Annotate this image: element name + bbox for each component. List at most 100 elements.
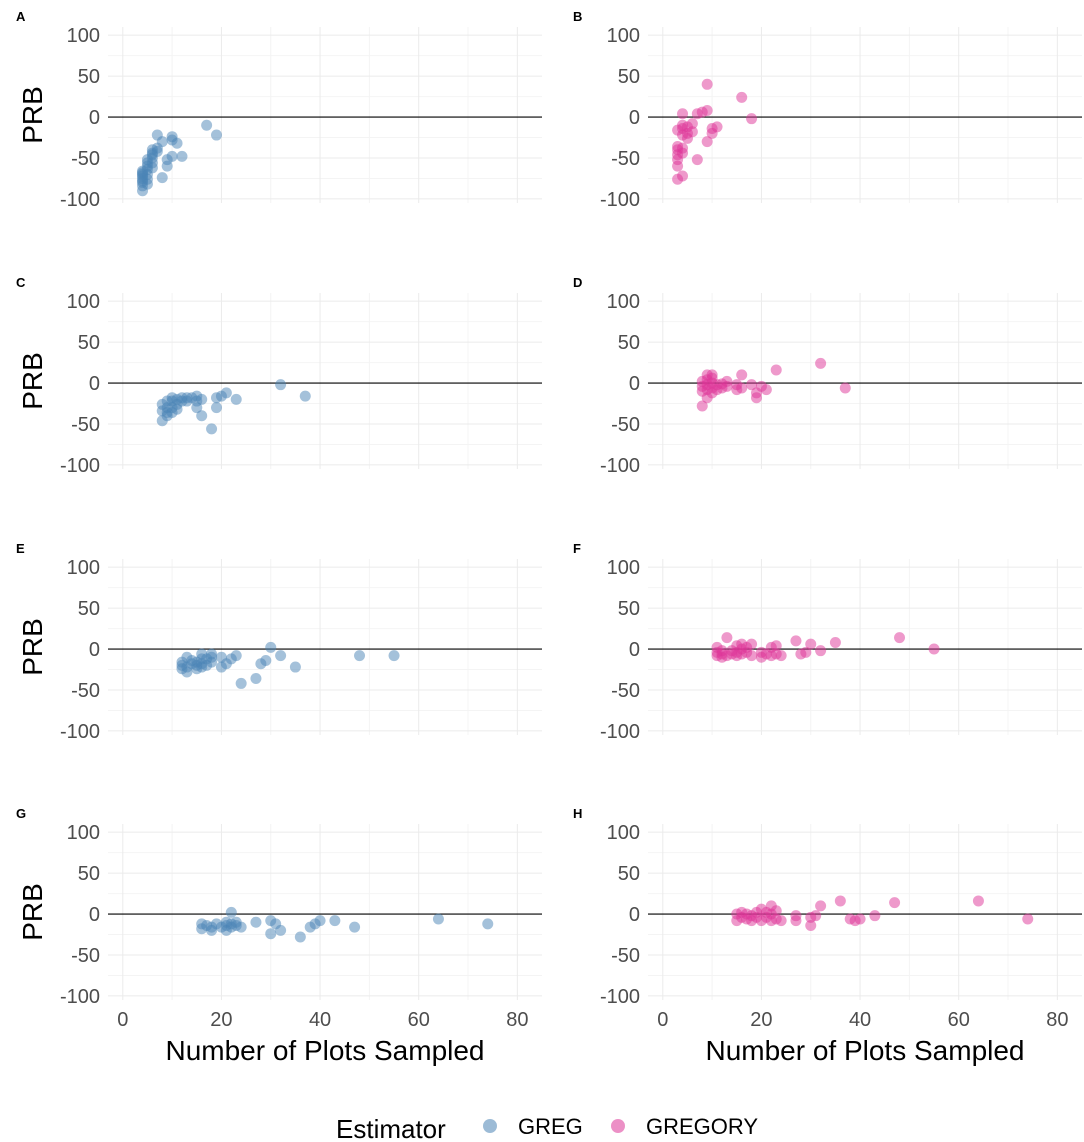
- data-point: [349, 921, 361, 933]
- data-point: [314, 915, 326, 927]
- y-tick-label: -100: [600, 721, 640, 743]
- data-point: [770, 905, 782, 917]
- data-point: [299, 390, 311, 402]
- panel-letter: D: [573, 275, 582, 290]
- data-point: [775, 650, 787, 662]
- x-axis-title: Number of Plots Sampled: [705, 1035, 1024, 1066]
- data-point: [329, 915, 341, 927]
- data-point: [834, 895, 846, 907]
- x-tick-label: 40: [309, 1009, 331, 1031]
- y-tick-label: 0: [629, 107, 640, 129]
- x-tick-label: 80: [506, 1009, 528, 1031]
- panel-H: 100 50 0 -50 -100 0 20 40 60 80 Number of Plots Sa…: [573, 806, 1082, 1066]
- data-point: [677, 170, 689, 182]
- x-tick-label: 60: [948, 1009, 970, 1031]
- panel-letter: C: [16, 275, 26, 290]
- legend-title: Estimator: [336, 1114, 446, 1142]
- data-point: [211, 129, 222, 141]
- data-point: [701, 78, 713, 90]
- data-point: [230, 393, 242, 405]
- data-point: [869, 910, 881, 922]
- data-point: [721, 632, 733, 644]
- x-tick-label: 20: [750, 1009, 772, 1031]
- data-point: [235, 921, 247, 933]
- panel-letter: A: [16, 9, 26, 24]
- y-tick-label: -50: [611, 414, 640, 436]
- panels-group: 100 50 0 -50 -100 PRB A 100 50 0 -50 -100 B 100 50 0 -50…: [16, 9, 1082, 1066]
- panel-letter: G: [16, 806, 26, 821]
- data-point: [289, 661, 301, 673]
- data-point: [736, 369, 748, 381]
- data-point: [265, 641, 277, 653]
- x-tick-label: 0: [117, 1009, 128, 1031]
- x-tick-label: 80: [1046, 1009, 1068, 1031]
- y-tick-label: -50: [71, 680, 100, 702]
- data-point: [275, 650, 287, 662]
- data-point: [810, 910, 822, 922]
- panel-letter: B: [573, 9, 582, 24]
- data-point: [775, 915, 787, 927]
- data-point: [805, 638, 817, 650]
- data-point: [889, 897, 901, 909]
- x-tick-label: 60: [408, 1009, 430, 1031]
- panel-G: 100 50 0 -50 -100 0 20 40 60 80 Number of Plots Sa…: [16, 806, 542, 1066]
- data-point: [706, 369, 718, 381]
- data-point: [790, 635, 802, 647]
- legend-label-gregory: GREGORY: [646, 1114, 758, 1139]
- data-point: [156, 172, 168, 184]
- data-point: [235, 677, 247, 689]
- panel-D: 100 50 0 -50 -100 D: [573, 275, 1082, 477]
- y-tick-label: 50: [78, 66, 100, 88]
- y-tick-label: 0: [89, 373, 100, 395]
- panel-B: 100 50 0 -50 -100 B: [573, 9, 1082, 211]
- y-tick-label: 100: [67, 822, 100, 844]
- y-tick-label: 100: [607, 291, 640, 313]
- data-point: [275, 924, 287, 936]
- data-point: [736, 382, 748, 394]
- y-tick-label: 100: [67, 557, 100, 579]
- panel-letter: H: [573, 806, 582, 821]
- y-tick-label: 50: [618, 863, 640, 885]
- data-point: [260, 655, 272, 667]
- y-tick-label: 0: [89, 904, 100, 926]
- data-point: [432, 913, 444, 925]
- data-point: [230, 650, 242, 662]
- data-point: [805, 920, 817, 932]
- y-tick-label: -50: [611, 680, 640, 702]
- y-tick-label: -100: [60, 986, 100, 1008]
- y-tick-label: 50: [78, 332, 100, 354]
- data-point: [166, 150, 178, 162]
- y-axis-title: PRB: [17, 86, 48, 144]
- data-point: [815, 357, 827, 369]
- y-tick-label: -100: [600, 455, 640, 477]
- data-point: [206, 423, 218, 435]
- data-point: [839, 382, 851, 394]
- y-tick-label: -100: [60, 721, 100, 743]
- y-tick-label: 100: [67, 291, 100, 313]
- y-axis-title: PRB: [17, 618, 48, 676]
- data-point: [686, 126, 698, 138]
- data-point: [201, 119, 213, 131]
- panel-C: 100 50 0 -50 -100 PRB C: [16, 275, 542, 477]
- y-tick-label: -100: [600, 986, 640, 1008]
- y-tick-label: 50: [78, 863, 100, 885]
- data-point: [171, 137, 183, 149]
- data-point: [760, 384, 772, 396]
- data-point: [196, 410, 208, 422]
- y-tick-label: 100: [607, 822, 640, 844]
- y-tick-label: 100: [607, 25, 640, 47]
- data-point: [250, 673, 262, 685]
- data-point: [250, 916, 262, 928]
- data-point: [220, 387, 232, 399]
- data-point: [388, 650, 400, 662]
- x-tick-label: 20: [210, 1009, 232, 1031]
- y-tick-label: -50: [611, 945, 640, 967]
- legend-swatch-greg: [483, 1119, 497, 1133]
- data-point: [746, 379, 758, 391]
- y-tick-label: -50: [71, 148, 100, 170]
- data-point: [829, 636, 841, 648]
- y-tick-label: -50: [71, 945, 100, 967]
- legend-label-greg: GREG: [518, 1114, 583, 1139]
- data-point: [721, 375, 733, 387]
